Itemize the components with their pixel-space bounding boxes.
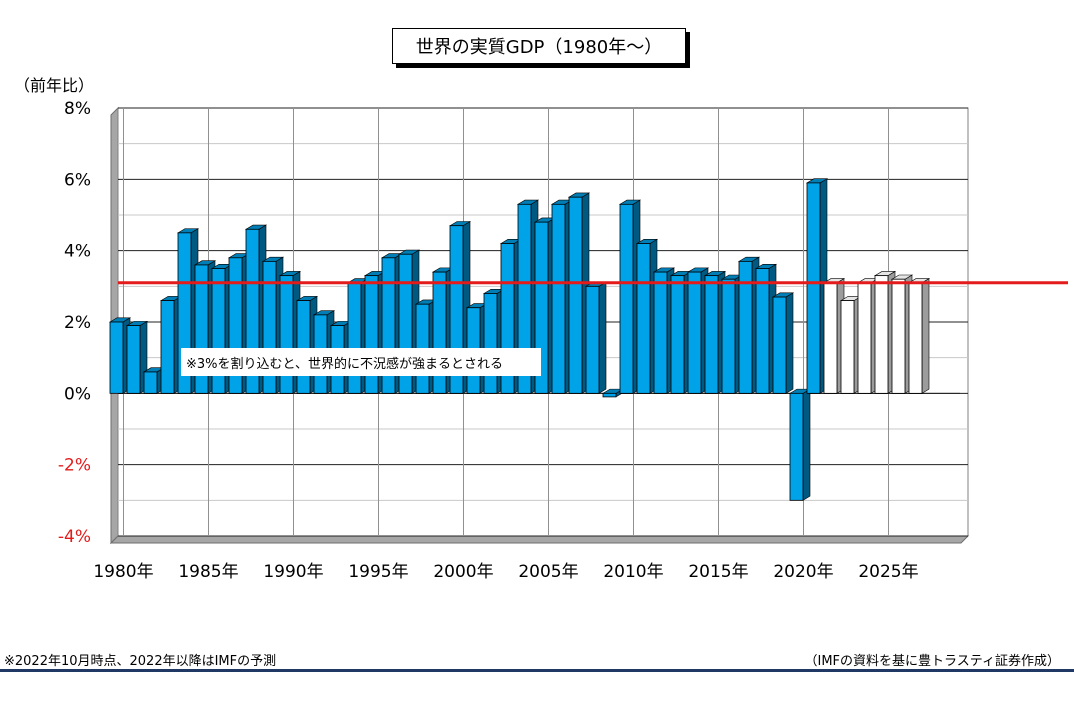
bar-front [347,282,362,394]
x-tick-label: 1990年 [263,562,323,582]
bar-front [602,392,617,398]
bar-front [517,203,532,394]
x-tick-label: 1995年 [348,562,408,582]
bar-front [891,278,906,394]
x-tick-label: 2025年 [858,562,918,582]
x-tick-label: 2015年 [688,562,748,582]
bar-front [126,325,141,394]
source-credit: （IMFの資料を基に豊トラスティ証券作成） [804,654,1061,669]
bar-front [738,260,753,394]
chart-floor [109,535,970,544]
bar-side [921,278,930,394]
bar-front [483,293,498,394]
bar-front [687,271,702,394]
footnote: ※2022年10月時点、2022年以降はIMFの予測 [4,654,277,669]
bar-front [755,268,770,394]
bar-front [143,371,158,394]
y-tick-label: 8% [64,99,91,119]
y-tick-label: 0% [64,384,91,404]
y-axis-label: （前年比） [14,76,95,95]
bar-front [109,321,124,394]
x-tick-label: 2010年 [603,562,663,582]
bar-front [874,275,889,394]
bar-2008 [584,281,608,394]
bar-front [772,296,787,394]
bar-front [704,275,719,394]
bar-2019 [771,292,795,394]
x-tick-label: 1980年 [93,562,153,582]
y-tick-label: 2% [64,313,91,333]
bar-front [551,203,566,394]
bar-front [653,271,668,394]
y-tick-label: 4% [64,242,91,262]
y-tick-label: 6% [64,170,91,190]
bar-front [636,243,651,394]
bar-front [789,392,804,501]
bar-front [823,282,838,394]
x-tick-label: 1985年 [178,562,238,582]
bar-front [160,300,175,394]
x-tick-label: 2020年 [773,562,833,582]
bar-side [598,281,607,394]
x-tick-label: 2000年 [433,562,493,582]
bar-front [908,282,923,394]
bar-2027 [907,278,931,394]
bottom-rule [0,669,1074,672]
bar-front [806,182,821,394]
annotation-text: ※3%を割り込むと、世界的に不況感が強まるとされる [186,356,503,372]
bar-2020 [788,388,812,501]
bar-front [296,300,311,394]
bar-side [802,388,811,501]
bar-front [670,275,685,394]
bar-front [857,282,872,394]
x-tick-label: 2005年 [518,562,578,582]
bar-front [585,285,600,394]
bar-side [785,292,794,394]
chart-title: 世界の実質GDP（1980年～） [392,28,686,64]
bar-front [840,300,855,394]
bar-2018 [754,263,778,394]
bar-2016 [720,274,744,394]
annotation-box [181,348,541,376]
y-tick-label: -2% [58,456,91,476]
bar-front [721,278,736,394]
y-tick-label: -4% [58,527,91,547]
bar-front [568,196,583,394]
bar-front [619,203,634,394]
bar-2023 [839,295,863,394]
